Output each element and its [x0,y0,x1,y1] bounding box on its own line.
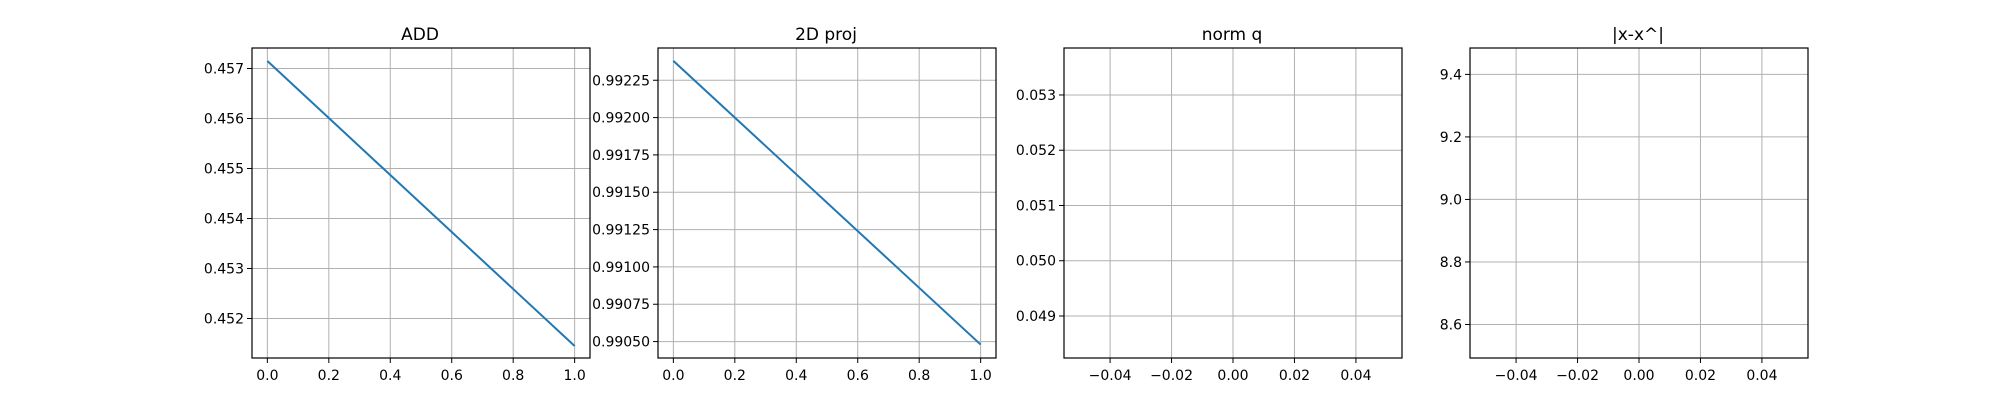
y-tick-label-0: 8.6 [1440,317,1462,333]
chart-title-2d-proj: 2D proj [795,25,857,45]
x-tick-label-5: 1.0 [564,368,586,384]
y-tick-label-6: 0.99200 [592,111,650,127]
x-tick-label-1: −0.02 [1150,368,1193,384]
chart-title-norm-q: norm q [1202,25,1263,45]
y-tick-label-5: 0.99175 [592,148,650,164]
x-tick-label-0: 0.0 [662,368,684,384]
x-tick-label-5: 1.0 [970,368,992,384]
y-tick-label-0: 0.049 [1016,309,1056,325]
x-tick-label-2: 0.4 [785,368,807,384]
axes-frame [657,47,997,359]
y-tick-label-1: 8.8 [1440,255,1462,271]
y-tick-label-4: 0.99150 [592,185,650,201]
x-tick-label-2: 0.4 [379,368,401,384]
y-tick-label-5: 0.457 [204,62,244,78]
y-tick-label-3: 0.99125 [592,223,650,239]
y-tick-label-7: 0.99225 [592,73,650,89]
x-tick-label-3: 0.02 [1685,368,1716,384]
y-tick-label-2: 0.454 [204,212,244,228]
y-tick-label-1: 0.99075 [592,297,650,313]
y-tick-label-3: 0.052 [1016,143,1056,159]
y-tick-label-3: 0.455 [204,162,244,178]
y-tick-label-4: 0.456 [204,112,244,128]
x-tick-label-4: 0.04 [1340,368,1371,384]
x-tick-label-4: 0.04 [1746,368,1777,384]
y-tick-label-0: 0.99050 [592,335,650,351]
y-tick-label-0: 0.452 [204,312,244,328]
y-tick-label-1: 0.050 [1016,254,1056,270]
axes-frame [251,47,591,359]
subplot-x-error: |x-x^| −0.04 −0.02 0.00 0.02 0.04 8.6 8.8 9.0 9.… [1440,25,1809,384]
data-line-0 [266,60,576,347]
y-tick-label-2: 0.99100 [592,260,650,276]
x-tick-label-3: 0.6 [441,368,463,384]
data-line-0 [672,60,982,346]
x-tick-label-2: 0.00 [1217,368,1248,384]
x-tick-label-3: 0.02 [1279,368,1310,384]
x-tick-label-1: −0.02 [1556,368,1599,384]
subplot-2d-proj: 2D proj 0.0 0.2 0.4 0.6 0.8 1.0 0.99050 0.99075… [592,25,997,384]
y-tick-label-1: 0.453 [204,262,244,278]
chart-title-add: ADD [401,25,439,45]
y-tick-label-4: 0.053 [1016,88,1056,104]
x-tick-label-4: 0.8 [908,368,930,384]
subplot-add: ADD 0.0 0.2 0.4 0.6 0.8 1.0 0.452 0.453 0.454 0.4… [204,25,591,384]
y-tick-label-2: 0.051 [1016,198,1056,214]
x-tick-label-0: −0.04 [1089,368,1132,384]
x-tick-label-1: 0.2 [724,368,746,384]
x-tick-label-4: 0.8 [502,368,524,384]
y-tick-label-4: 9.4 [1440,67,1462,83]
subplot-norm-q: norm q −0.04 −0.02 0.00 0.02 0.04 0.049 0.050 0… [1016,25,1403,384]
x-tick-label-0: −0.04 [1495,368,1538,384]
x-tick-label-2: 0.00 [1623,368,1654,384]
x-tick-label-1: 0.2 [318,368,340,384]
chart-title-x-error: |x-x^| [1612,25,1664,45]
y-tick-label-2: 9.0 [1440,192,1462,208]
x-tick-label-3: 0.6 [847,368,869,384]
x-tick-label-0: 0.0 [256,368,278,384]
y-tick-label-3: 9.2 [1440,130,1462,146]
